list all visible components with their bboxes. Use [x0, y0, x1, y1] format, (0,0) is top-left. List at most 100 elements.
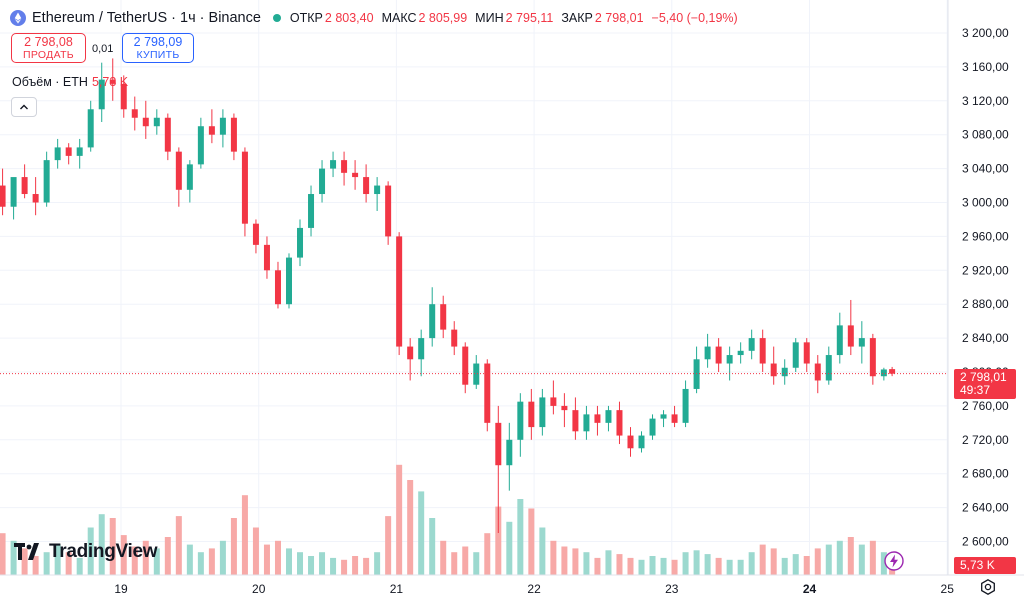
- candle-body: [770, 363, 777, 377]
- candle-body: [109, 79, 116, 84]
- candle-body: [385, 185, 392, 237]
- candle-body: [737, 350, 744, 356]
- volume-bar: [473, 552, 480, 575]
- candle-body: [462, 346, 469, 385]
- candle-body: [517, 401, 524, 440]
- volume-bar: [594, 557, 601, 575]
- candle-body: [792, 342, 799, 368]
- lightning-bolt-icon[interactable]: [884, 551, 904, 571]
- volume-bar: [374, 552, 381, 575]
- candle-body: [671, 414, 678, 423]
- candle-body: [616, 410, 623, 436]
- spread-value: 0,01: [92, 43, 114, 55]
- volume-bar: [627, 557, 634, 575]
- candle-body: [572, 410, 579, 432]
- candle-body: [583, 414, 590, 432]
- volume-bar: [418, 491, 425, 575]
- volume-bar: [660, 557, 667, 575]
- candle-body: [858, 338, 865, 347]
- candle-body: [825, 355, 832, 381]
- volume-bar: [164, 537, 171, 575]
- volume-bar: [10, 540, 17, 575]
- symbol-title[interactable]: Ethereum / TetherUS · 1ч · Binance: [32, 10, 261, 26]
- candle-body: [186, 164, 193, 190]
- time-tick-label: 21: [390, 582, 404, 596]
- volume-bar: [671, 559, 678, 575]
- price-tick-label: 3 160,00: [962, 60, 1009, 74]
- candle-body: [649, 418, 656, 436]
- volume-bar: [869, 540, 876, 575]
- candle-body: [0, 185, 6, 207]
- volume-bar: [759, 544, 766, 575]
- candle-body: [32, 194, 39, 203]
- volume-bar: [550, 540, 557, 575]
- time-tick-label: 20: [252, 582, 266, 596]
- volume-bar: [693, 550, 700, 575]
- volume-legend-value: 5,73 K: [91, 75, 129, 89]
- buy-label: КУПИТЬ: [136, 49, 180, 61]
- gear-icon[interactable]: [980, 579, 996, 595]
- volume-bar: [825, 544, 832, 575]
- candle-body: [407, 346, 414, 360]
- chart-header: Ethereum / TetherUS · 1ч · Binance ОТКР …: [10, 8, 746, 28]
- price-tick-label: 2 960,00: [962, 229, 1009, 243]
- price-tick-label: 2 920,00: [962, 263, 1009, 277]
- volume-bar: [748, 552, 755, 575]
- candle-body: [660, 414, 667, 419]
- chevron-up-icon: [20, 104, 28, 110]
- volume-legend[interactable]: Объём · ETH 5,73 K: [12, 75, 128, 89]
- candle-body: [781, 367, 788, 377]
- candle-body: [308, 194, 315, 228]
- price-tick-label: 2 600,00: [962, 535, 1009, 549]
- candle-body: [539, 397, 546, 428]
- volume-bar: [484, 533, 491, 575]
- collapse-legend-button[interactable]: [11, 97, 37, 117]
- candle-body: [594, 414, 601, 423]
- candle-body: [352, 172, 359, 178]
- volume-bar: [770, 548, 777, 575]
- volume-bar: [297, 552, 304, 575]
- volume-bars: [0, 464, 896, 575]
- candle-body: [682, 388, 689, 423]
- candle-body: [605, 410, 612, 423]
- volume-bar: [715, 557, 722, 575]
- volume-bar: [131, 546, 138, 575]
- price-axis[interactable]: 3 200,00 3 160,00 3 120,00 3 080,00 3 040,00…: [962, 26, 1009, 549]
- candle-body: [440, 304, 447, 330]
- candle-body: [363, 177, 370, 195]
- sell-button[interactable]: 2 798,08 ПРОДАТЬ: [11, 33, 86, 63]
- tradingview-logo[interactable]: TradingView: [14, 541, 158, 563]
- candle-body: [374, 185, 381, 195]
- volume-bar: [98, 514, 105, 575]
- volume-bar: [109, 518, 116, 575]
- candle-body: [880, 369, 887, 377]
- close-label: ЗАКР: [561, 11, 593, 25]
- candle-body: [98, 79, 105, 110]
- ethereum-logo-icon: [10, 10, 26, 26]
- volume-bar: [21, 548, 28, 575]
- buy-price: 2 798,09: [133, 35, 183, 49]
- volume-bar: [572, 548, 579, 575]
- candles: [0, 58, 896, 534]
- candle-body: [627, 435, 634, 449]
- volume-bar: [65, 552, 72, 575]
- volume-bar: [186, 544, 193, 575]
- volume-bar: [704, 554, 711, 575]
- candle-body: [330, 160, 337, 169]
- volume-bar: [792, 554, 799, 575]
- candle-body: [704, 346, 711, 360]
- volume-bar: [153, 548, 160, 575]
- volume-bar: [263, 544, 270, 575]
- candle-body: [451, 329, 458, 347]
- price-tick-label: 3 080,00: [962, 128, 1009, 142]
- logo-text: TradingView: [49, 541, 158, 562]
- volume-bar: [341, 559, 348, 575]
- price-tick-label: 2 720,00: [962, 433, 1009, 447]
- candle-body: [836, 325, 843, 356]
- high-label: МАКС: [381, 11, 417, 25]
- candle-body: [175, 151, 182, 190]
- buy-button[interactable]: 2 798,09 КУПИТЬ: [122, 33, 194, 63]
- candle-body: [803, 342, 810, 364]
- time-axis[interactable]: 19 20 21 22 23 24 25: [114, 582, 954, 596]
